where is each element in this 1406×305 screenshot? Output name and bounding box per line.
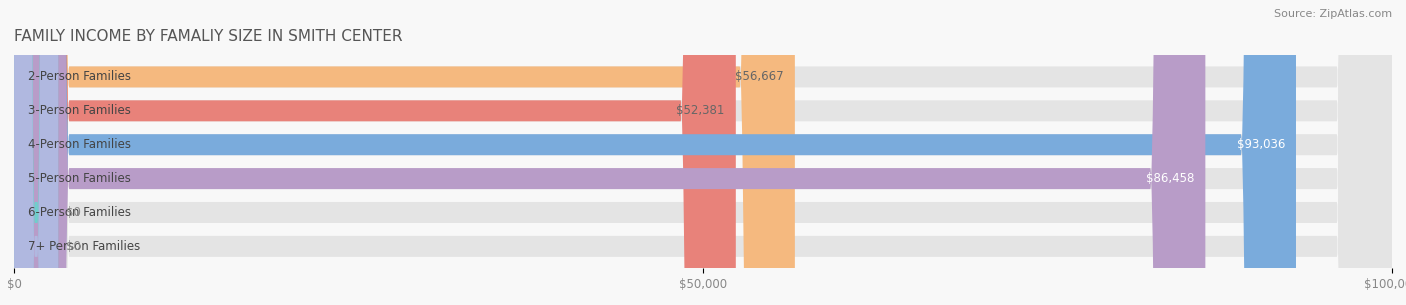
Text: $0: $0: [66, 240, 82, 253]
Text: 7+ Person Families: 7+ Person Families: [28, 240, 141, 253]
FancyBboxPatch shape: [14, 0, 58, 305]
Text: $56,667: $56,667: [735, 70, 783, 84]
FancyBboxPatch shape: [14, 0, 1392, 305]
Text: 4-Person Families: 4-Person Families: [28, 138, 131, 151]
FancyBboxPatch shape: [14, 0, 1392, 305]
Text: 3-Person Families: 3-Person Families: [28, 104, 131, 117]
Text: 6-Person Families: 6-Person Families: [28, 206, 131, 219]
FancyBboxPatch shape: [14, 0, 1205, 305]
FancyBboxPatch shape: [14, 0, 794, 305]
Text: $86,458: $86,458: [1146, 172, 1194, 185]
FancyBboxPatch shape: [14, 0, 1392, 305]
FancyBboxPatch shape: [14, 0, 1392, 305]
FancyBboxPatch shape: [14, 0, 1296, 305]
FancyBboxPatch shape: [14, 0, 735, 305]
FancyBboxPatch shape: [14, 0, 1392, 305]
Text: $52,381: $52,381: [676, 104, 724, 117]
Text: $0: $0: [66, 206, 82, 219]
FancyBboxPatch shape: [14, 0, 58, 305]
Text: 5-Person Families: 5-Person Families: [28, 172, 131, 185]
Text: $93,036: $93,036: [1237, 138, 1285, 151]
Text: Source: ZipAtlas.com: Source: ZipAtlas.com: [1274, 9, 1392, 19]
Text: 2-Person Families: 2-Person Families: [28, 70, 131, 84]
Text: FAMILY INCOME BY FAMALIY SIZE IN SMITH CENTER: FAMILY INCOME BY FAMALIY SIZE IN SMITH C…: [14, 29, 402, 44]
FancyBboxPatch shape: [14, 0, 1392, 305]
